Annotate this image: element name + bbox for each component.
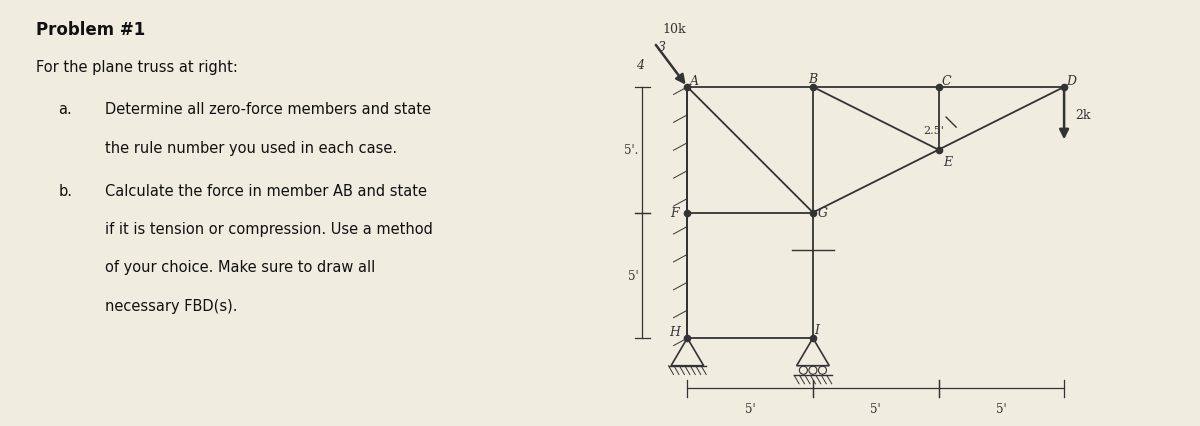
Text: 5': 5'	[996, 402, 1007, 415]
Text: For the plane truss at right:: For the plane truss at right:	[36, 60, 238, 75]
Text: 2.5': 2.5'	[923, 125, 944, 135]
Text: A: A	[690, 75, 700, 88]
Text: 5'.: 5'.	[624, 144, 638, 157]
Text: 2k: 2k	[1075, 109, 1091, 122]
Text: E: E	[943, 155, 952, 168]
Text: Determine all zero-force members and state: Determine all zero-force members and sta…	[104, 102, 431, 117]
Text: C: C	[941, 75, 950, 88]
Text: 4: 4	[636, 59, 644, 72]
Text: 5': 5'	[628, 269, 638, 282]
Text: b.: b.	[59, 183, 72, 198]
Text: I: I	[814, 323, 820, 336]
Text: a.: a.	[59, 102, 72, 117]
Text: G: G	[818, 207, 828, 219]
Text: of your choice. Make sure to draw all: of your choice. Make sure to draw all	[104, 260, 374, 275]
Text: Problem #1: Problem #1	[36, 21, 145, 39]
Text: H: H	[670, 325, 680, 339]
Text: 5': 5'	[745, 402, 756, 415]
Text: if it is tension or compression. Use a method: if it is tension or compression. Use a m…	[104, 222, 432, 236]
Text: Calculate the force in member AB and state: Calculate the force in member AB and sta…	[104, 183, 427, 198]
Text: necessary FBD(s).: necessary FBD(s).	[104, 298, 238, 313]
Text: B: B	[809, 72, 817, 86]
Text: 3: 3	[658, 41, 666, 54]
Text: D: D	[1067, 75, 1076, 88]
Text: the rule number you used in each case.: the rule number you used in each case.	[104, 141, 397, 155]
Text: F: F	[671, 207, 679, 219]
Text: 5': 5'	[870, 402, 881, 415]
Text: 10k: 10k	[662, 23, 686, 36]
